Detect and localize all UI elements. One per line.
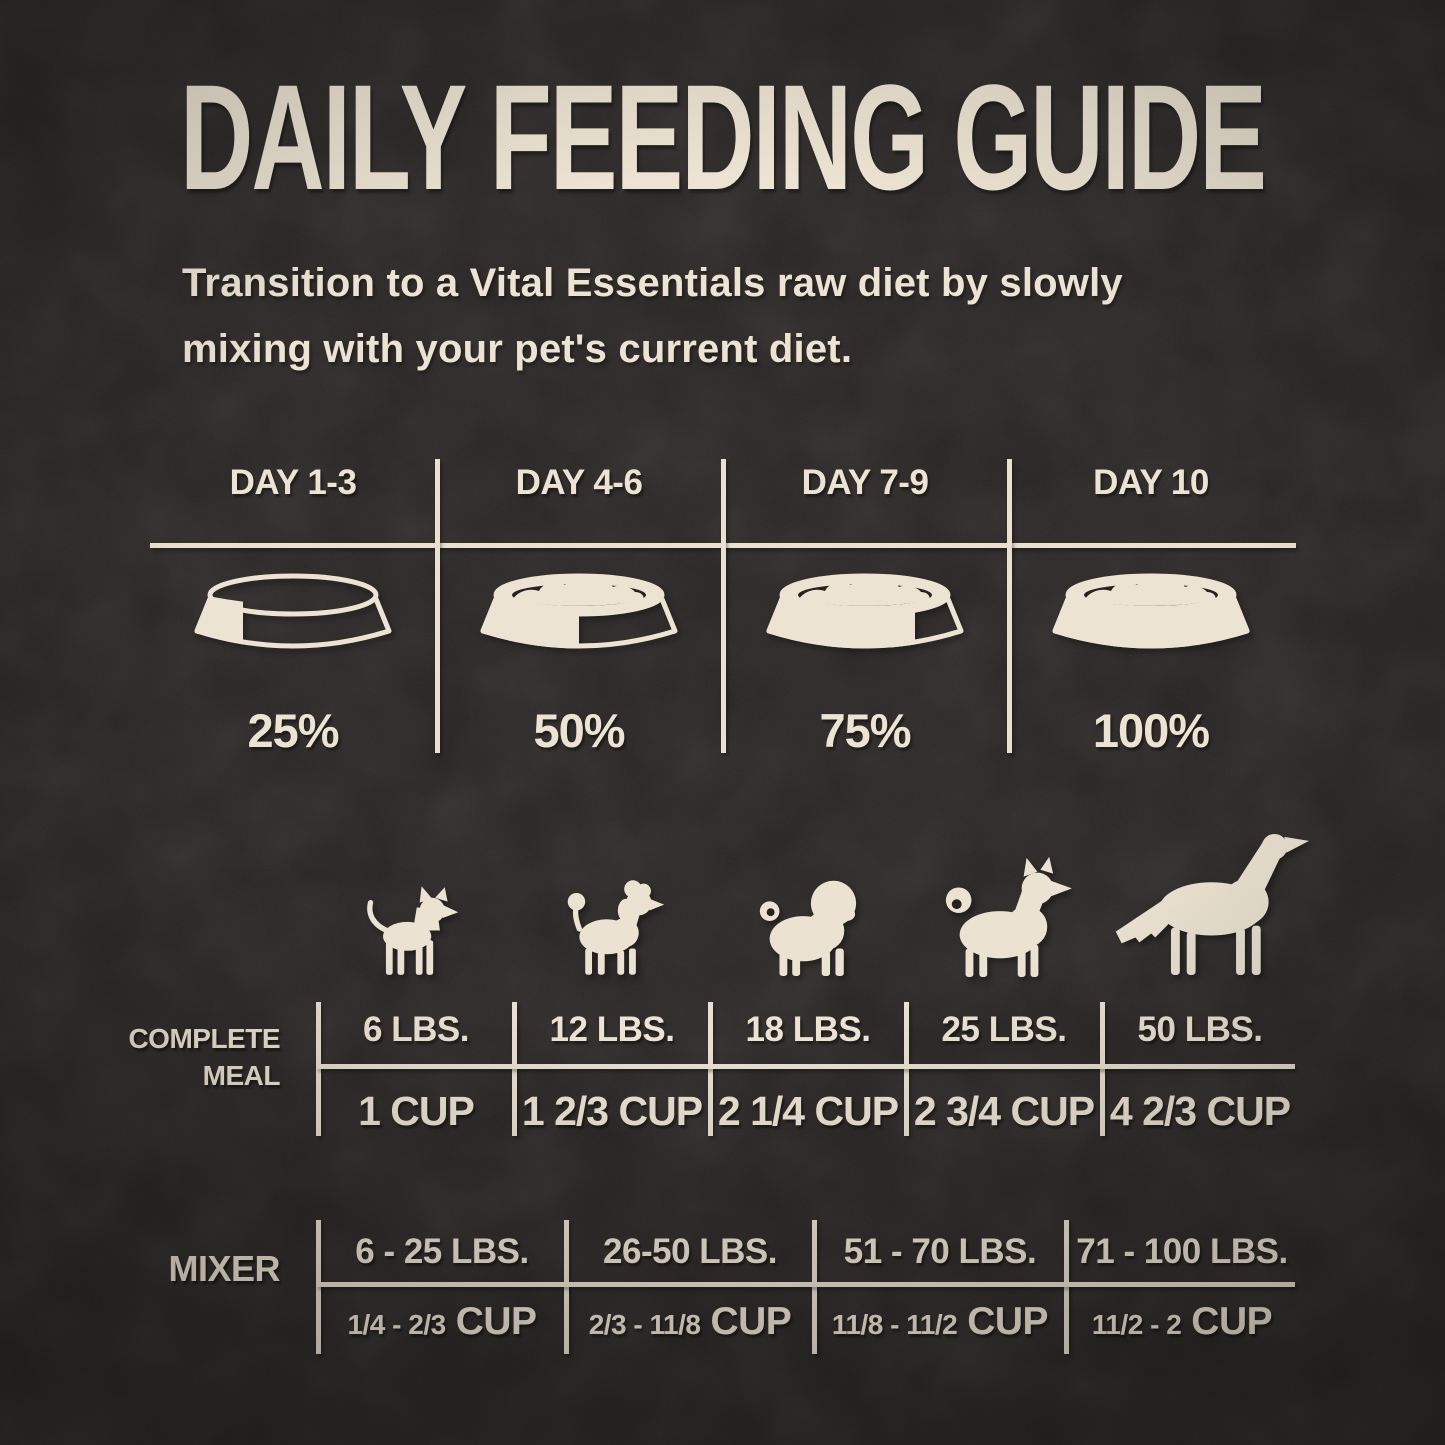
column-divider [512, 1002, 517, 1136]
mixer-col-71-100lbs: 71 - 100 LBS. 11/2 - 2 CUP [1069, 1216, 1295, 1354]
weight-header: 12 LBS. [549, 1010, 675, 1049]
column-divider [564, 1220, 569, 1354]
transition-col-day-4-6: DAY 4-6 50% [436, 455, 722, 757]
cup-amount: 2/3 - 11/8 CUP [569, 1300, 811, 1344]
cup-range: 11/8 - 11/2 [831, 1309, 958, 1340]
cup-range: 2/3 - 11/8 [588, 1309, 701, 1340]
meal-col-25lbs: 25 LBS. 2 3/4 CUP [909, 996, 1099, 1136]
cup-unit: CUP [967, 1300, 1049, 1343]
dog-size-icons-row [0, 820, 1445, 985]
cup-amount: 1 CUP [358, 1088, 475, 1134]
column-divider [904, 1002, 909, 1136]
day-range-header: DAY 7-9 [801, 463, 929, 502]
page-title: DAILY FEEDING GUIDE [180, 62, 1445, 212]
percent-label: 25% [247, 704, 339, 757]
cup-amount: 1/4 - 2/3 CUP [321, 1300, 563, 1344]
column-divider [1100, 1002, 1105, 1136]
day-range-header: DAY 1-3 [229, 463, 357, 502]
row-divider [316, 1282, 1295, 1287]
shiba-icon [945, 856, 1072, 978]
row-divider [316, 1064, 1295, 1069]
transition-col-day-7-9: DAY 7-9 75% [722, 455, 1008, 757]
column-divider [708, 1002, 713, 1136]
pug-icon [759, 880, 857, 977]
weight-header: 50 LBS. [1137, 1010, 1263, 1049]
complete-meal-grid: 6 LBS. 1 CUP 12 LBS. 1 2/3 CUP 18 LBS. 2… [316, 996, 1295, 1136]
mixer-label: MIXER [168, 1248, 280, 1289]
cup-amount: 11/8 - 11/2 CUP [817, 1300, 1063, 1344]
cup-range: 1/4 - 2/3 [347, 1309, 446, 1340]
mixer-grid: 6 - 25 LBS. 1/4 - 2/3 CUP 26-50 LBS. 2/3 … [316, 1216, 1295, 1354]
column-divider [316, 1220, 321, 1354]
day-range-header: DAY 10 [1093, 463, 1209, 502]
cup-amount: 2 1/4 CUP [717, 1088, 899, 1134]
cup-unit: CUP [1191, 1300, 1273, 1343]
bowl-25-percent-icon [194, 573, 392, 649]
subtitle-line-2: mixing with your pet's current diet. [182, 327, 853, 371]
weight-header: 26-50 LBS. [603, 1232, 777, 1271]
mixer-table: MIXER 6 - 25 LBS. 1/4 - 2/3 CUP 26-50 LBS… [0, 1216, 1445, 1354]
weight-header: 51 - 70 LBS. [843, 1232, 1037, 1271]
weight-header: 6 - 25 LBS. [355, 1232, 529, 1271]
column-divider [316, 1002, 321, 1136]
bowl-50-percent-icon [480, 573, 678, 649]
weight-header: 71 - 100 LBS. [1076, 1232, 1288, 1271]
column-divider [435, 459, 440, 753]
percent-label: 100% [1092, 704, 1210, 757]
percent-label: 50% [533, 704, 625, 757]
complete-meal-table: COMPLETE MEAL 6 LBS. 1 CUP 12 LBS. 1 2/3… [0, 996, 1445, 1136]
column-divider [812, 1220, 817, 1354]
transition-col-day-10: DAY 10 100% [1008, 455, 1294, 757]
transition-col-day-1-3: DAY 1-3 25% [150, 455, 436, 757]
column-divider [1007, 459, 1012, 753]
complete-meal-label-line-2: MEAL [202, 1060, 281, 1091]
weight-header: 25 LBS. [941, 1010, 1067, 1049]
percent-label: 75% [819, 704, 911, 757]
cup-unit: CUP [455, 1300, 537, 1343]
column-divider [721, 459, 726, 753]
chihuahua-icon [367, 886, 459, 975]
large-dog-icon [1115, 833, 1310, 975]
poodle-icon [567, 880, 665, 975]
meal-col-50lbs: 50 LBS. 4 2/3 CUP [1105, 996, 1295, 1136]
weight-header: 18 LBS. [745, 1010, 871, 1049]
cup-amount: 4 2/3 CUP [1109, 1088, 1291, 1134]
mixer-col-26-50lbs: 26-50 LBS. 2/3 - 11/8 CUP [569, 1216, 811, 1354]
cup-amount: 1 2/3 CUP [521, 1088, 703, 1134]
complete-meal-label: COMPLETE MEAL [110, 1020, 280, 1094]
cup-amount: 11/2 - 2 CUP [1069, 1300, 1295, 1344]
complete-meal-label-line-1: COMPLETE [128, 1023, 280, 1054]
day-range-header: DAY 4-6 [515, 463, 643, 502]
cup-range: 11/2 - 2 [1091, 1309, 1182, 1340]
bowl-100-percent-icon [1052, 573, 1250, 649]
mixer-col-51-70lbs: 51 - 70 LBS. 11/8 - 11/2 CUP [817, 1216, 1063, 1354]
subtitle: Transition to a Vital Essentials raw die… [182, 250, 1282, 382]
cup-unit: CUP [710, 1300, 792, 1343]
meal-col-12lbs: 12 LBS. 1 2/3 CUP [517, 996, 707, 1136]
transition-schedule-table: DAY 1-3 25% DAY 4-6 [150, 455, 1296, 757]
weight-header: 6 LBS. [363, 1010, 469, 1049]
meal-col-18lbs: 18 LBS. 2 1/4 CUP [713, 996, 903, 1136]
page-title-text: DAILY FEEDING GUIDE [180, 53, 1267, 221]
mixer-col-6-25lbs: 6 - 25 LBS. 1/4 - 2/3 CUP [321, 1216, 563, 1354]
bowl-75-percent-icon [766, 573, 964, 649]
subtitle-line-1: Transition to a Vital Essentials raw die… [182, 261, 1123, 305]
cup-amount: 2 3/4 CUP [913, 1088, 1095, 1134]
meal-col-6lbs: 6 LBS. 1 CUP [321, 996, 511, 1136]
column-divider [1064, 1220, 1069, 1354]
